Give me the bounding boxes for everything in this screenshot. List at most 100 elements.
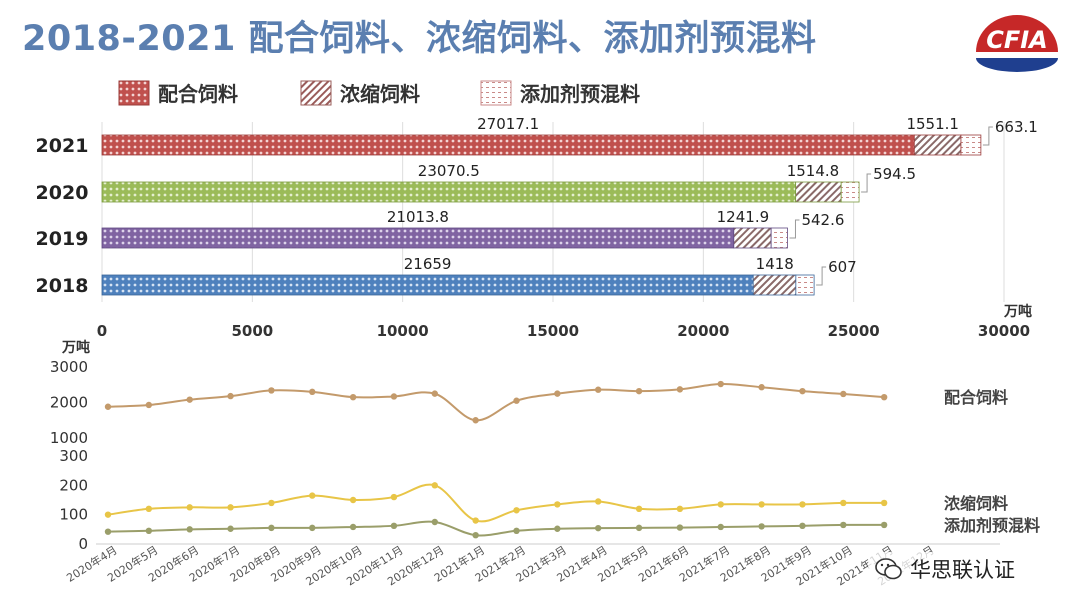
bar-data-label: 27017.1 (477, 115, 539, 133)
series-point (390, 522, 398, 530)
bar-segment (770, 227, 788, 249)
series-point (554, 525, 561, 532)
bar-x-tick-label: 15000 (527, 322, 579, 340)
bar-segment (795, 181, 842, 203)
series-point (717, 380, 724, 388)
series-line (107, 383, 885, 422)
series-point (676, 386, 684, 393)
legend-item-compound-feed: 配合饲料 (118, 78, 238, 107)
series-point (595, 498, 602, 505)
bar-segment (752, 274, 797, 296)
line-y-tick-label: 2000 (50, 394, 88, 412)
series-point (635, 387, 643, 395)
series-point (309, 492, 316, 499)
series-point (635, 505, 643, 512)
series-point (880, 393, 888, 401)
bar-segment (840, 181, 860, 203)
series-point (880, 521, 888, 529)
watermark: 华思联认证 (868, 552, 1021, 586)
legend-label-compound-feed: 配合饲料 (158, 82, 238, 106)
series-point (472, 417, 479, 424)
bar-segment (795, 274, 815, 296)
series-point (268, 499, 275, 507)
bar-data-label: 1418 (756, 255, 794, 273)
series-point (717, 501, 724, 508)
bar-data-label: 1551.1 (906, 115, 959, 133)
series-point (227, 504, 234, 511)
series-point (880, 499, 888, 507)
bar-segment (101, 134, 915, 156)
series-point (227, 392, 234, 400)
series-point (758, 384, 765, 391)
series-point (268, 524, 275, 532)
bar-leader-line (816, 266, 827, 286)
series-point (186, 504, 193, 511)
series-point (840, 390, 847, 398)
series-line (107, 483, 885, 523)
page-title: 2018-2021 配合饲料、浓缩饲料、添加剂预混料 (22, 19, 817, 59)
series-point (431, 518, 438, 526)
series-point (799, 522, 806, 530)
line-unit-label: 万吨 (61, 339, 90, 356)
series-point (349, 393, 357, 401)
series-point (349, 496, 357, 504)
bar-segment (960, 134, 982, 156)
bar-x-tick-label: 20000 (677, 322, 729, 340)
bar-data-label: 607 (828, 258, 857, 276)
series-point (513, 397, 520, 404)
line-y-tick-label: 1000 (50, 429, 88, 447)
legend-item-premix: 添加剂预混料 (480, 78, 640, 107)
series-line (107, 520, 885, 537)
series-point (145, 505, 153, 512)
bar-x-tick-label: 25000 (828, 322, 880, 340)
bar-leader-line (982, 126, 993, 146)
legend-swatch-dashes (480, 80, 512, 105)
legend-item-concentrate-feed: 浓缩饲料 (300, 78, 420, 107)
series-point (390, 493, 398, 501)
stacked-bar-chart: 0 5000 10000 15000 20000 25000 30000 万吨 2021 2701… (36, 115, 1038, 340)
bar-leader-line (861, 173, 872, 193)
series-point (268, 387, 275, 394)
series-point (758, 501, 765, 508)
bar-data-label: 663.1 (995, 118, 1038, 136)
series-point (676, 524, 684, 531)
series-point (227, 525, 234, 532)
bar-x-tick-label: 0 (97, 322, 107, 340)
series-point (309, 388, 316, 396)
series-point (186, 526, 193, 533)
series-point (104, 403, 112, 410)
bar-segment (101, 181, 797, 203)
bar-category-label: 2021 (36, 135, 89, 157)
line-y-tick-label: 200 (59, 476, 88, 494)
bar-segment (101, 227, 735, 249)
line-y-tick-label: 3000 (50, 358, 88, 376)
series-end-label: 添加剂预混料 (944, 516, 1040, 535)
wechat-icon (875, 558, 902, 580)
bar-data-label: 1514.8 (787, 162, 840, 180)
series-point (309, 524, 316, 532)
bar-segment (101, 274, 754, 296)
bar-data-label: 594.5 (873, 165, 916, 183)
series-point (472, 532, 479, 539)
series-point (431, 482, 438, 489)
series-point (186, 396, 193, 403)
series-point (635, 524, 643, 532)
bar-category-label: 2018 (36, 275, 89, 297)
bar-data-label: 542.6 (801, 211, 844, 229)
bar-category-label: 2019 (36, 228, 89, 250)
bar-data-label: 21659 (404, 255, 452, 273)
bar-x-tick-label: 30000 (978, 322, 1030, 340)
bar-x-tick-label: 10000 (377, 322, 429, 340)
legend-swatch-hatch (300, 80, 332, 105)
series-point (840, 521, 847, 529)
bar-segment (733, 227, 772, 249)
bar-segment (913, 134, 962, 156)
series-point (513, 527, 520, 534)
bar-unit-label: 万吨 (1003, 303, 1032, 320)
series-point (513, 507, 520, 514)
bar-data-label: 1241.9 (717, 208, 770, 226)
series-point (554, 501, 561, 508)
series-point (104, 511, 112, 518)
series-point (595, 524, 602, 532)
